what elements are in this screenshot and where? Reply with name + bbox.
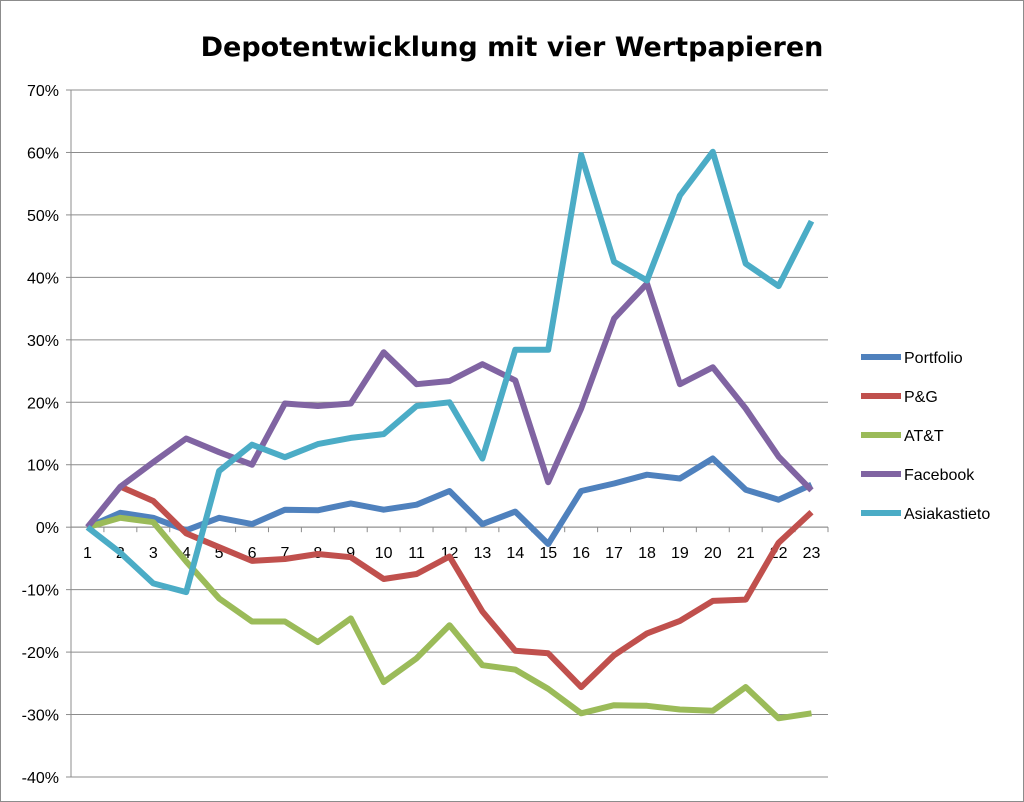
x-tick-label: 9 bbox=[346, 545, 355, 562]
legend: Portfolio P&G AT&T Facebook Asiakastieto bbox=[861, 350, 990, 523]
y-tick-label: -40% bbox=[22, 770, 59, 787]
series-line-portfolio bbox=[86, 455, 813, 547]
y-tick-label: 20% bbox=[27, 395, 59, 412]
x-tick-label: 19 bbox=[671, 545, 689, 562]
x-tick-label: 20 bbox=[704, 545, 722, 562]
y-tick-label: 30% bbox=[27, 333, 59, 350]
x-tick-label: 17 bbox=[605, 545, 623, 562]
y-tick-label: -30% bbox=[22, 708, 59, 725]
x-tick-label: 7 bbox=[280, 545, 289, 562]
x-tick-label: 16 bbox=[572, 545, 590, 562]
x-tick-label: 14 bbox=[506, 545, 524, 562]
y-axis-ticks: 70% 60% 50% 40% 30% 20% 10% 0% -10% -20% -30% -40% bbox=[22, 83, 71, 787]
x-tick-label: 15 bbox=[539, 545, 557, 562]
y-tick-label: 40% bbox=[27, 270, 59, 287]
series-line-asiakastieto bbox=[85, 148, 815, 596]
y-tick-label: -10% bbox=[22, 583, 59, 600]
x-tick-label: 1 bbox=[83, 545, 92, 562]
x-tick-label: 18 bbox=[638, 545, 656, 562]
series-line-facebook bbox=[85, 280, 814, 530]
x-tick-label: 4 bbox=[182, 545, 191, 562]
x-tick-label: 6 bbox=[248, 545, 257, 562]
series-line-at-t bbox=[86, 514, 812, 722]
x-tick-label: 13 bbox=[474, 545, 492, 562]
series-line-p-g bbox=[119, 483, 814, 691]
x-tick-label: 11 bbox=[408, 545, 425, 562]
series-lines bbox=[85, 148, 815, 722]
y-tick-label: 50% bbox=[27, 208, 59, 225]
x-tick-label: 23 bbox=[803, 545, 821, 562]
x-tick-label: 3 bbox=[149, 545, 158, 562]
legend-label: Facebook bbox=[904, 467, 975, 484]
y-tick-label: 70% bbox=[27, 83, 59, 100]
chart-title: Depotentwicklung mit vier Wertpapieren bbox=[201, 32, 824, 63]
legend-label: Portfolio bbox=[904, 350, 963, 367]
y-tick-label: -20% bbox=[22, 645, 59, 662]
legend-label: AT&T bbox=[904, 428, 944, 445]
legend-label: P&G bbox=[904, 389, 938, 406]
y-tick-label: 60% bbox=[27, 145, 59, 162]
y-tick-label: 0% bbox=[36, 520, 59, 537]
gridlines bbox=[71, 89, 828, 778]
x-tick-label: 21 bbox=[737, 545, 755, 562]
y-tick-label: 10% bbox=[27, 458, 59, 475]
x-tick-label: 5 bbox=[215, 545, 224, 562]
x-tick-label: 10 bbox=[375, 545, 393, 562]
legend-label: Asiakastieto bbox=[904, 506, 990, 523]
